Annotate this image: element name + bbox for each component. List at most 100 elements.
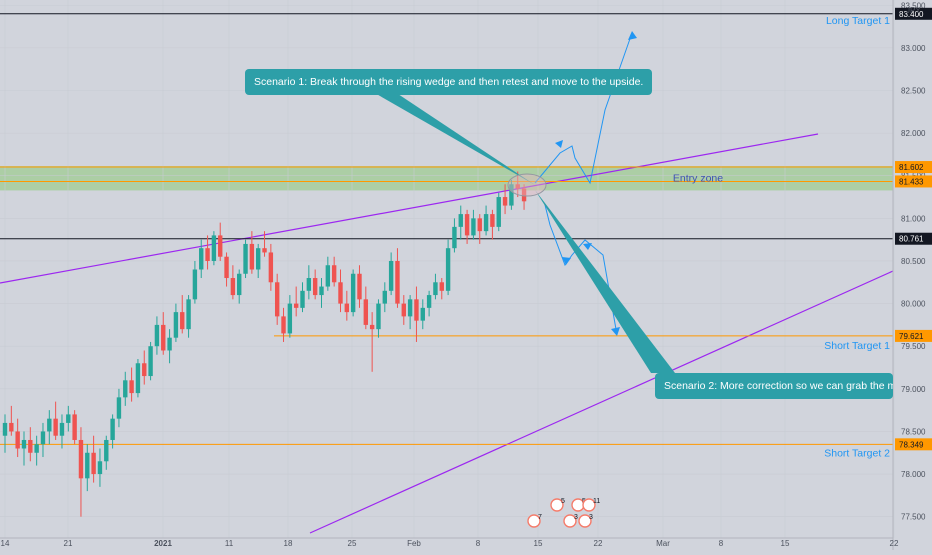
candle-body[interactable] — [123, 380, 128, 398]
event-badge[interactable] — [578, 514, 592, 528]
candle-body[interactable] — [521, 188, 527, 202]
candle-body[interactable] — [344, 303, 350, 313]
candle-body[interactable] — [464, 214, 470, 236]
candle-body[interactable] — [256, 248, 261, 270]
candle-body[interactable] — [15, 431, 20, 449]
candle-body[interactable] — [483, 214, 489, 232]
candle-body[interactable] — [407, 299, 413, 317]
candle-body[interactable] — [110, 418, 115, 440]
candle-body[interactable] — [369, 324, 375, 330]
candle-body[interactable] — [218, 235, 223, 257]
candle-body[interactable] — [53, 418, 58, 436]
candle-body[interactable] — [237, 273, 242, 296]
candle-body[interactable] — [325, 265, 331, 287]
candle-body[interactable] — [515, 184, 520, 189]
candle-body[interactable] — [433, 282, 438, 296]
candle-body[interactable] — [452, 226, 457, 249]
candle-body[interactable] — [116, 397, 122, 419]
event-badge[interactable] — [582, 498, 596, 512]
candle-body[interactable] — [439, 282, 444, 291]
candle-body[interactable] — [319, 286, 324, 296]
candle-body[interactable] — [287, 303, 293, 334]
candle-body[interactable] — [249, 243, 255, 270]
candle-body[interactable] — [376, 303, 381, 330]
candle-body[interactable] — [426, 295, 432, 308]
candle-body[interactable] — [262, 248, 267, 253]
candle-body[interactable] — [509, 184, 514, 206]
candle-body[interactable] — [59, 422, 65, 436]
candle-body[interactable] — [388, 260, 394, 291]
entry-zone-band[interactable] — [0, 166, 893, 191]
candle-body[interactable] — [414, 299, 419, 321]
candle-body[interactable] — [281, 316, 286, 334]
entry-point-circle[interactable] — [507, 173, 547, 197]
candle-body[interactable] — [180, 312, 185, 330]
candle-body[interactable] — [104, 439, 109, 462]
candle-body[interactable] — [401, 303, 406, 317]
candle-body[interactable] — [2, 422, 8, 436]
candle-body[interactable] — [85, 452, 90, 479]
candle-body[interactable] — [471, 218, 476, 236]
event-badge[interactable] — [563, 514, 577, 528]
candle-body[interactable] — [395, 260, 400, 304]
scenario-2-callout[interactable]: Scenario 2: More correction so we can gr… — [655, 373, 893, 399]
candle-body[interactable] — [97, 461, 103, 475]
candle-body[interactable] — [47, 418, 52, 432]
candle-body[interactable] — [230, 278, 236, 296]
candle-body[interactable] — [477, 218, 482, 232]
candle-body[interactable] — [224, 256, 229, 279]
candle-body[interactable] — [350, 273, 356, 313]
scenario-1-callout[interactable]: Scenario 1: Break through the rising wed… — [245, 69, 653, 95]
candle-body[interactable] — [66, 414, 71, 423]
candle-body[interactable] — [78, 439, 84, 479]
candle-body[interactable] — [490, 214, 495, 227]
candle-body[interactable] — [458, 214, 463, 227]
candle-body[interactable] — [357, 273, 362, 300]
candle-body[interactable] — [445, 248, 451, 291]
candle-body[interactable] — [331, 265, 337, 283]
candle-body[interactable] — [161, 324, 166, 351]
candle-body[interactable] — [40, 431, 46, 445]
candle-body[interactable] — [363, 299, 369, 325]
candle-body[interactable] — [420, 307, 425, 321]
candle-body[interactable] — [129, 380, 134, 394]
candle-body[interactable] — [199, 248, 204, 270]
candle-body[interactable] — [154, 324, 160, 347]
candle-body[interactable] — [496, 197, 501, 227]
candle-body[interactable] — [186, 299, 191, 330]
candle-body[interactable] — [72, 414, 77, 440]
candle-body[interactable] — [148, 346, 153, 377]
candle-body[interactable] — [211, 235, 217, 261]
candle-body[interactable] — [34, 444, 39, 453]
candle-body[interactable] — [382, 290, 387, 304]
lower-channel-line[interactable] — [309, 270, 894, 534]
candle-body[interactable] — [306, 278, 312, 291]
candle-body[interactable] — [243, 243, 248, 274]
candle-body[interactable] — [312, 278, 318, 296]
candle-body[interactable] — [502, 197, 508, 206]
candle-body[interactable] — [91, 452, 96, 475]
candle-body[interactable] — [192, 269, 198, 300]
candle-body[interactable] — [205, 248, 210, 261]
candle-body[interactable] — [21, 439, 27, 449]
candle-body[interactable] — [28, 439, 33, 453]
candle-body[interactable] — [274, 282, 280, 317]
short-target-1-price-label: 79.621 — [899, 332, 924, 341]
wedge-upper-line[interactable] — [0, 133, 819, 284]
candle-body[interactable] — [293, 303, 299, 308]
event-badge[interactable] — [527, 514, 541, 528]
short-target-2-text: Short Target 2 — [824, 447, 890, 459]
candle-body[interactable] — [9, 422, 14, 432]
scenario-1-path[interactable] — [534, 32, 633, 185]
candle-body[interactable] — [142, 363, 147, 377]
candle-body[interactable] — [167, 337, 172, 351]
candle-body[interactable] — [135, 363, 141, 394]
candle-body[interactable] — [338, 282, 343, 304]
candle-body[interactable] — [268, 252, 274, 283]
event-badge[interactable] — [550, 498, 564, 512]
scenario-1-alt-path[interactable] — [544, 204, 618, 336]
candle-body[interactable] — [300, 290, 305, 308]
candle-body[interactable] — [173, 312, 179, 338]
